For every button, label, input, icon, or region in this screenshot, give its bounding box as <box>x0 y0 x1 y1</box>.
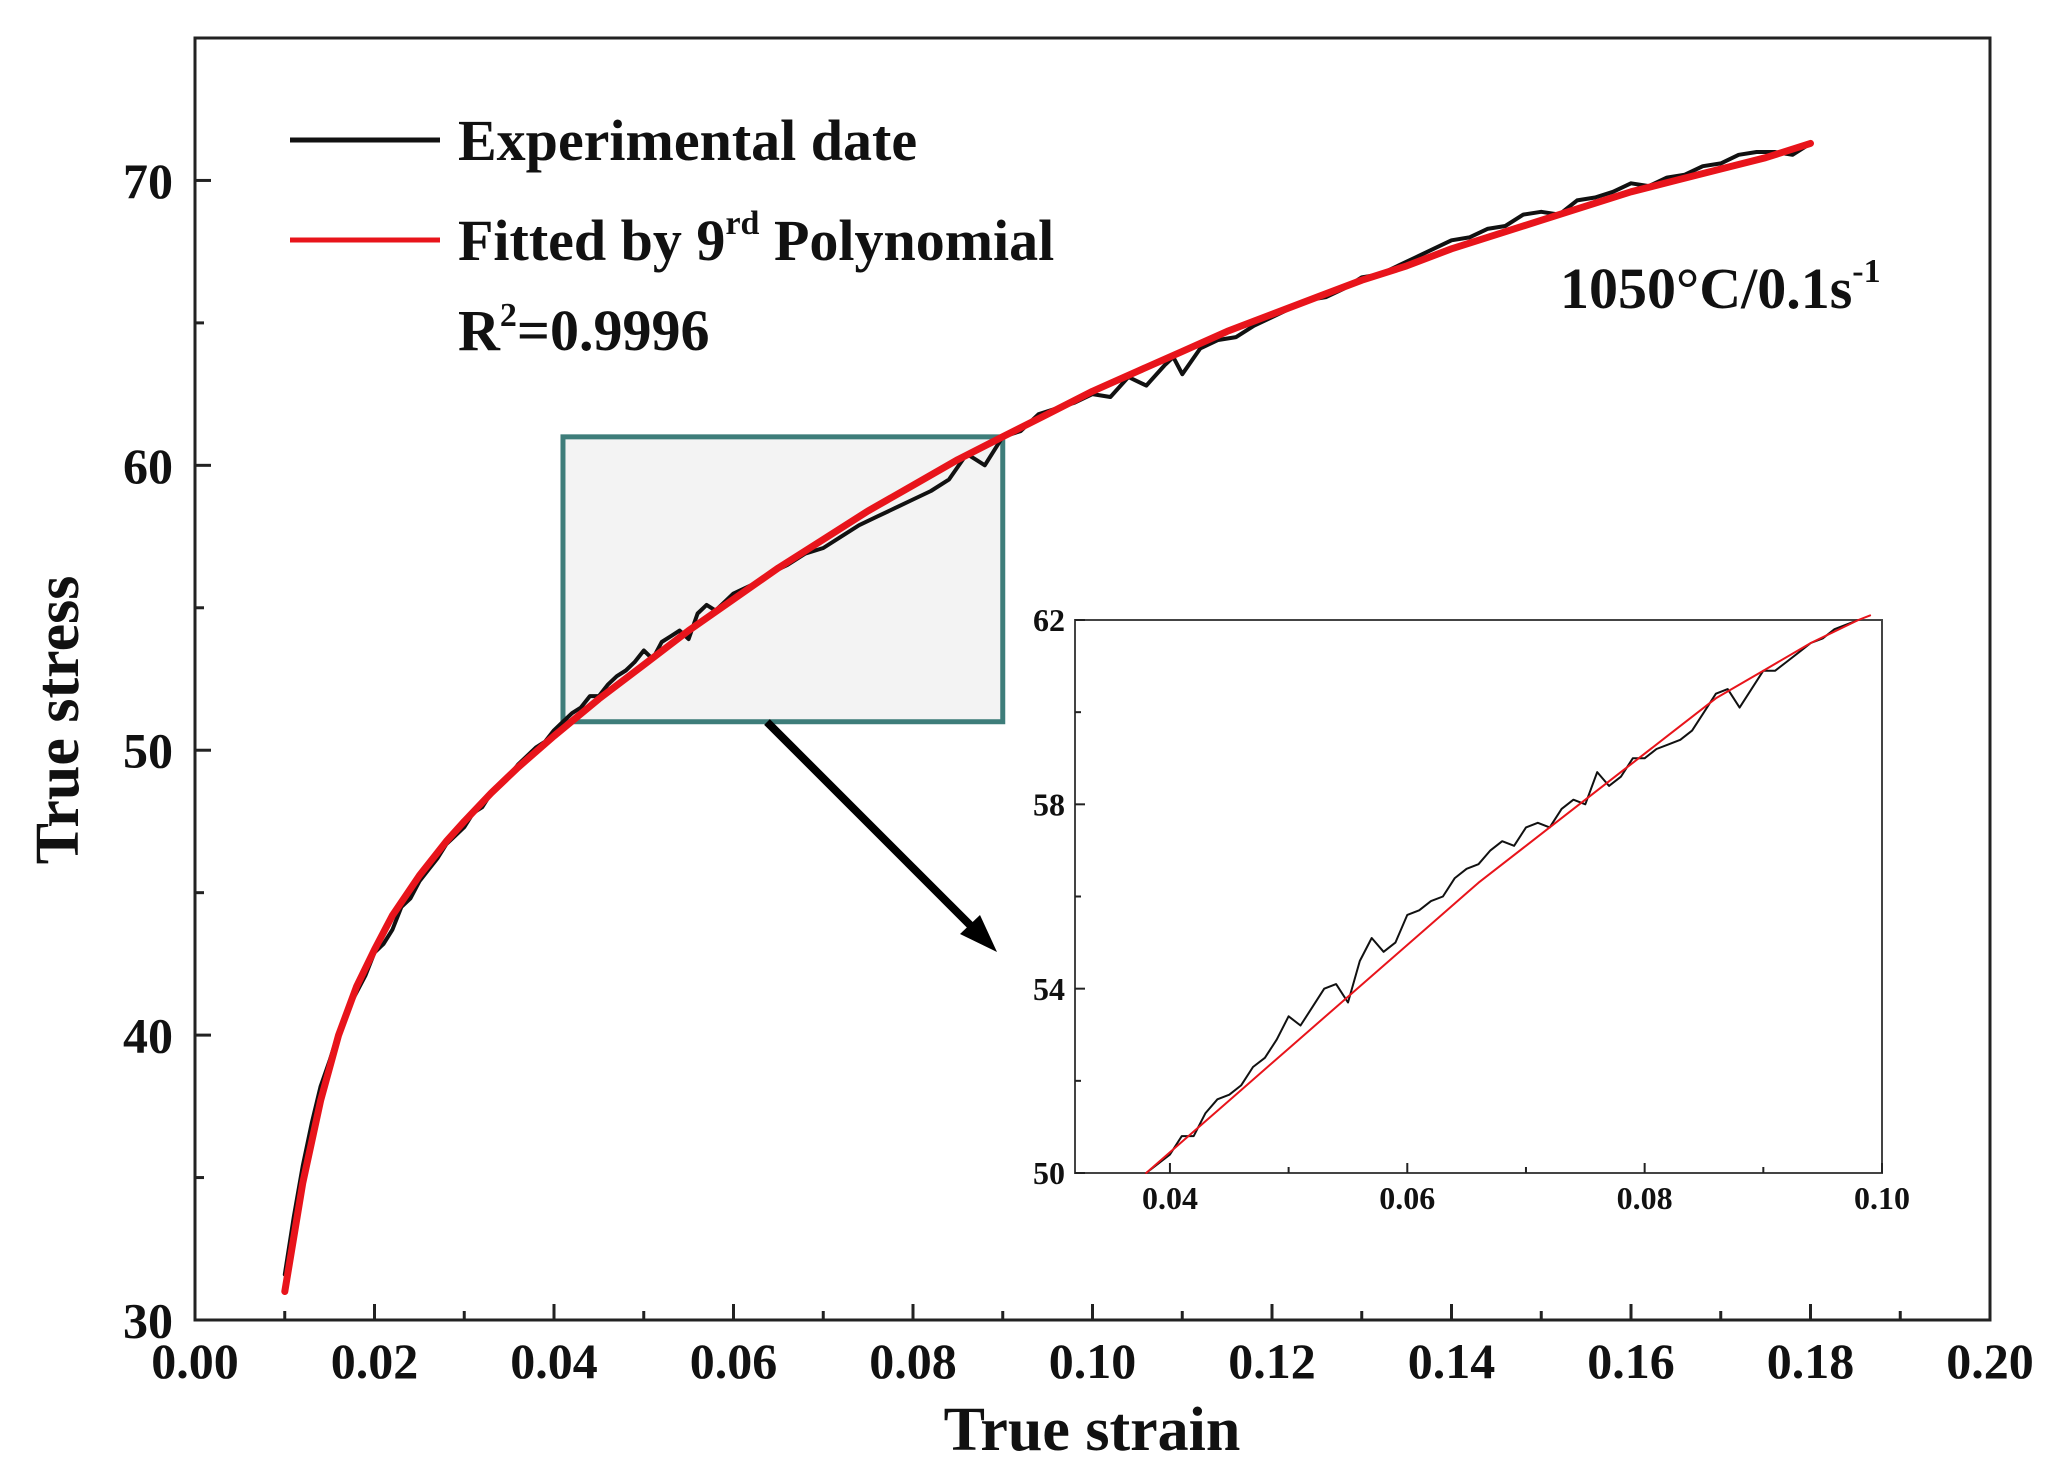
legend-label-fitted: Fitted by 9rd Polynomial <box>458 205 1054 273</box>
x-tick-label: 0.02 <box>331 1333 419 1389</box>
legend-fitted-tail: Polynomial <box>759 208 1054 273</box>
x-tick-label: 0.10 <box>1854 1180 1910 1216</box>
x-tick-label: 0.16 <box>1587 1333 1675 1389</box>
condition-annotation: 1050°C/0.1s-1 <box>1560 253 1881 321</box>
y-tick-label: 40 <box>123 1008 173 1064</box>
x-tick-label: 0.20 <box>1946 1333 2034 1389</box>
main-tick-labels: 0.00 0.02 0.04 0.06 0.08 0.10 0.12 0.14 0.16 0.18… <box>123 153 2034 1389</box>
inset-plot-frame <box>1074 619 1883 1174</box>
series-line-experimental <box>1145 619 1860 1174</box>
series-line-fitted <box>281 139 1814 1295</box>
y-tick-label: 60 <box>123 438 173 494</box>
x-tick-label: 0.14 <box>1408 1333 1496 1389</box>
main-series <box>281 139 1814 1295</box>
x-tick-label: 0.08 <box>869 1333 957 1389</box>
series-line-fitted <box>1145 614 1872 1174</box>
legend: Experimental date Fitted by 9rd Polynomi… <box>290 108 1054 363</box>
x-tick-label: 0.10 <box>1049 1333 1137 1389</box>
zoom-region-box <box>560 434 1006 725</box>
y-tick-label: 50 <box>123 723 173 779</box>
legend-r-squared: R2=0.9996 <box>458 297 709 363</box>
legend-fitted-main: Fitted by 9 <box>458 208 725 273</box>
x-tick-label: 0.18 <box>1767 1333 1855 1389</box>
inset-series <box>1145 614 1872 1174</box>
legend-label-experimental: Experimental date <box>458 108 917 173</box>
r2-prefix: R <box>458 298 501 363</box>
y-tick-label: 62 <box>1033 602 1065 638</box>
inset-tick-labels: 0.04 0.06 0.08 0.10 50 54 58 62 <box>1033 602 1910 1216</box>
y-tick-label: 30 <box>123 1293 173 1349</box>
condition-sup: -1 <box>1852 253 1880 290</box>
y-axis-title: True stress <box>24 576 92 865</box>
r2-sup: 2 <box>500 297 517 334</box>
main-ticks <box>193 178 1992 1322</box>
condition-main: 1050°C/0.1s <box>1560 256 1852 321</box>
x-tick-label: 0.06 <box>690 1333 778 1389</box>
x-tick-label: 0.08 <box>1617 1180 1673 1216</box>
x-tick-label: 0.00 <box>151 1333 239 1389</box>
x-tick-label: 0.12 <box>1228 1333 1316 1389</box>
x-tick-label: 0.04 <box>1142 1180 1198 1216</box>
x-axis-title: True strain <box>944 1396 1241 1464</box>
y-tick-label: 58 <box>1033 787 1065 823</box>
y-tick-label: 70 <box>123 153 173 209</box>
x-tick-label: 0.06 <box>1379 1180 1435 1216</box>
x-tick-label: 0.04 <box>510 1333 598 1389</box>
zoom-arrow-shaft <box>764 719 978 933</box>
zoom-arrow-head <box>960 915 997 952</box>
legend-fitted-sup: rd <box>725 205 759 242</box>
r2-value: =0.9996 <box>517 298 710 363</box>
y-tick-label: 54 <box>1033 971 1065 1007</box>
inset-ticks <box>1075 619 1883 1174</box>
y-tick-label: 50 <box>1033 1155 1065 1191</box>
